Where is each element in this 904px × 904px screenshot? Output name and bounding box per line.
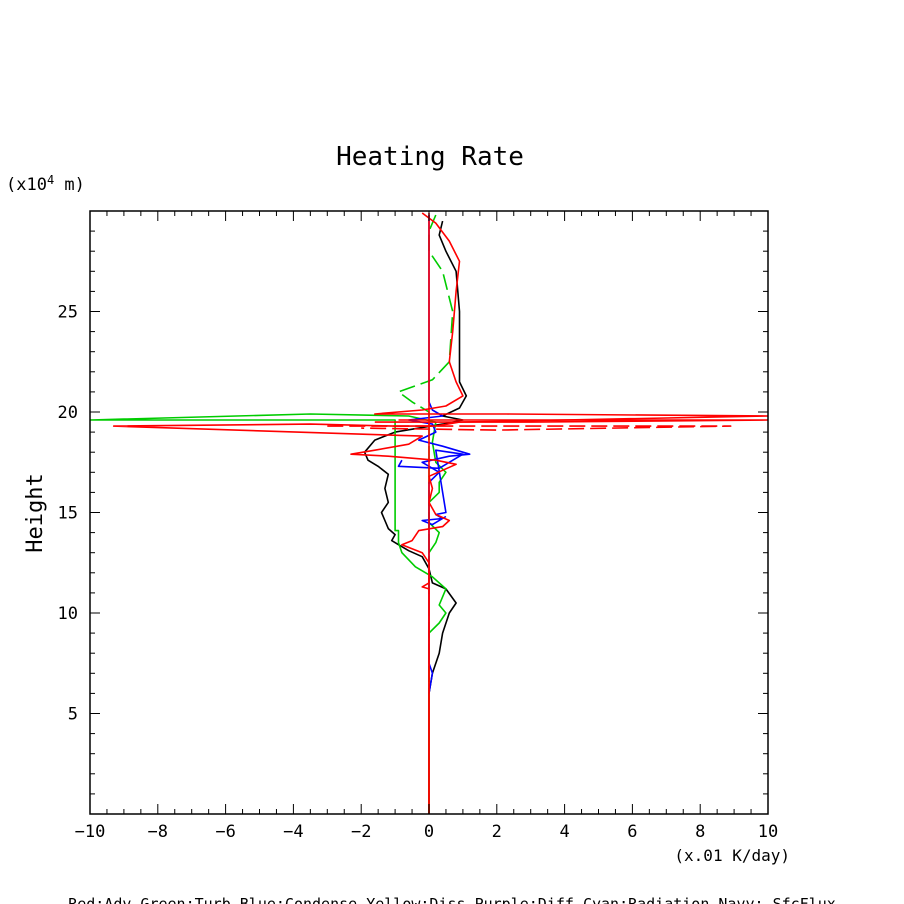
series-line-1 [90,413,447,814]
x-tick-label-6: 2 [492,822,502,842]
x-axis-label: (x.01 K/day) [674,846,790,865]
x-tick-label-9: 8 [695,822,705,842]
series-line-0 [363,220,468,814]
y-unit-label: (x104 m) [6,173,85,195]
x-tick-label-10: 10 [758,822,778,842]
x-tick-label-1: −8 [148,822,168,842]
y-unit-prefix: (x10 [6,175,47,195]
x-tick-label-7: 4 [559,822,569,842]
y-unit-suffix: m) [54,175,85,195]
y-tick-label-1: 10 [58,604,78,624]
legend-text: Red:Adv Green:Turb Blue:Condense Yellow:… [68,895,836,904]
series-line-6 [374,419,768,423]
series-layer [90,212,768,814]
tick-layer: −10 −8 −6 −4 −2 0 2 4 6 8 10 5 10 15 20 25 [58,211,778,842]
series-line-5 [112,212,768,814]
y-tick-label-0: 5 [68,705,78,725]
x-tick-label-8: 6 [627,822,637,842]
plot-frame [89,210,769,815]
y-axis-label: Height [23,473,48,552]
series-line-2 [397,214,454,814]
y-tick-label-2: 15 [58,504,78,524]
x-tick-label-5: 0 [424,822,434,842]
x-tick-label-2: −6 [215,822,235,842]
x-tick-label-4: −2 [351,822,371,842]
chart-title: Heating Rate [336,142,524,172]
y-tick-label-3: 20 [58,403,78,423]
x-tick-label-3: −4 [283,822,303,842]
series-line-4 [397,449,464,526]
y-unit-exponent: 4 [47,173,54,187]
y-tick-label-4: 25 [58,303,78,323]
x-tick-label-0: −10 [75,822,106,842]
